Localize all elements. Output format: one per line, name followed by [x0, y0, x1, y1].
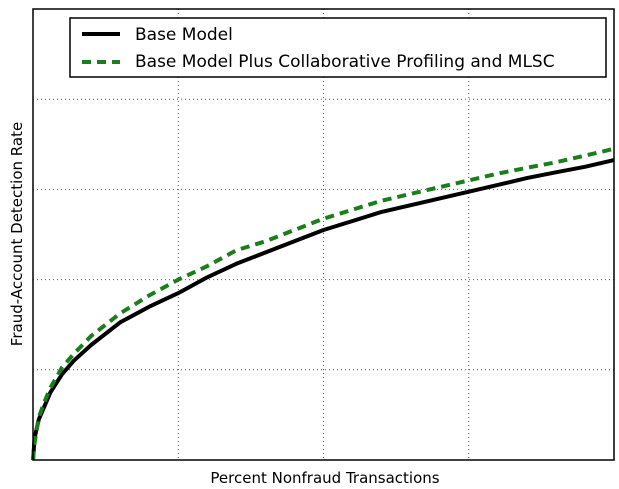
- x-axis-label: Percent Nonfraud Transactions: [210, 469, 439, 487]
- legend-label-collab-model: Base Model Plus Collaborative Profiling …: [135, 52, 555, 72]
- grid: [33, 9, 614, 460]
- legend-box: [69, 17, 607, 78]
- legend-label-base-model: Base Model: [135, 25, 233, 45]
- legend: Base Model Base Model Plus Collaborative…: [69, 17, 607, 78]
- series-layer: [31, 146, 615, 461]
- series-line-collab-model: [31, 146, 615, 461]
- series-line-base-model: [31, 158, 615, 461]
- plot-frame: [32, 8, 615, 461]
- y-axis-label: Fraud-Account Detection Rate: [8, 122, 26, 346]
